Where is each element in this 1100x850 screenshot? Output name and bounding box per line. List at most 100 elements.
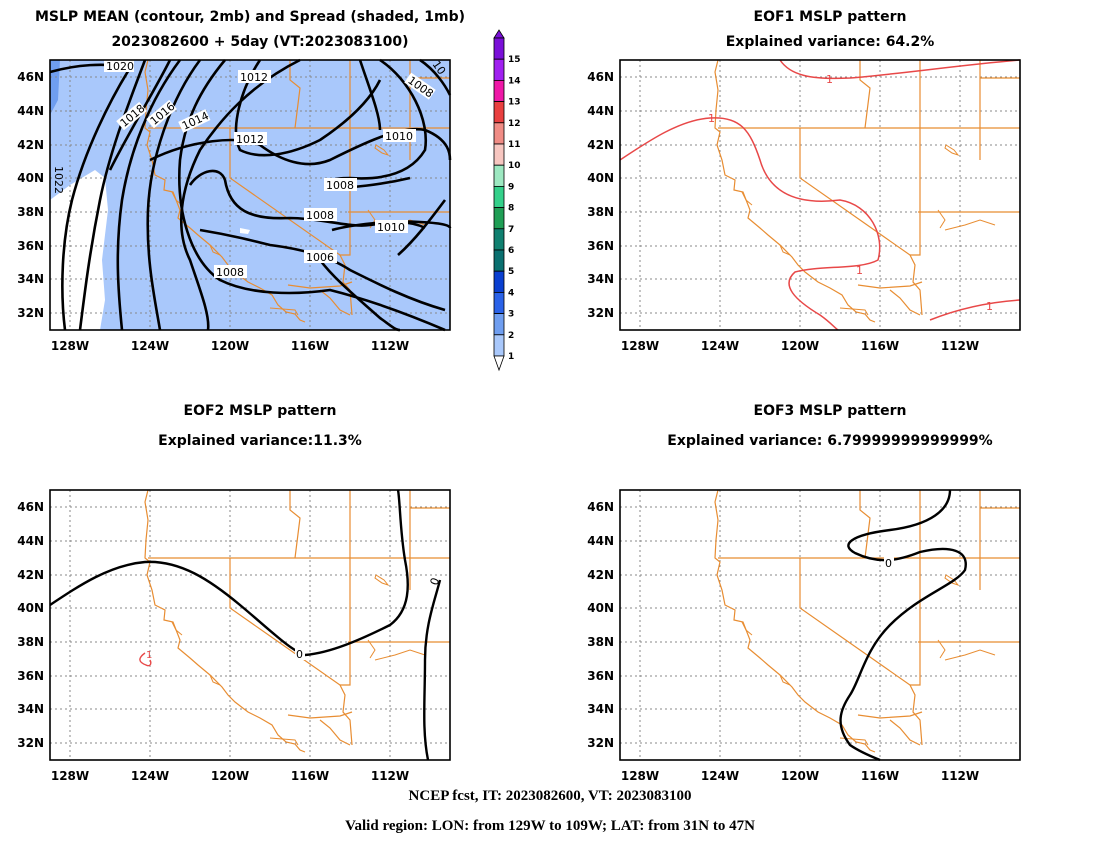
coastline-borders bbox=[144, 489, 451, 753]
colorbar-label: 6 bbox=[508, 246, 514, 256]
y-tick-label: 40N bbox=[587, 601, 614, 615]
y-tick-label: 38N bbox=[587, 635, 614, 649]
plot-frame bbox=[619, 59, 1021, 331]
svg-text:1: 1 bbox=[986, 300, 993, 313]
y-tick-label: 46N bbox=[587, 500, 614, 514]
y-tick-label: 36N bbox=[17, 669, 44, 683]
y-tick-label: 38N bbox=[587, 205, 614, 219]
colorbar-max-triangle bbox=[493, 29, 505, 39]
colorbar-segment bbox=[493, 37, 505, 60]
panel4-title-line1: EOF3 MSLP pattern bbox=[753, 403, 907, 419]
y-tick-label: 44N bbox=[17, 534, 44, 548]
grid bbox=[620, 60, 1020, 330]
x-tick-label: 120W bbox=[781, 769, 819, 783]
colorbar-label: 7 bbox=[508, 225, 514, 235]
x-tick-label: 112W bbox=[371, 339, 409, 353]
svg-text:1008: 1008 bbox=[306, 209, 334, 222]
colorbar-segment bbox=[493, 185, 505, 208]
x-tick-label: 116W bbox=[861, 339, 899, 353]
colorbar-label: 14 bbox=[508, 76, 521, 86]
grid bbox=[50, 490, 450, 760]
svg-text:1012: 1012 bbox=[240, 71, 268, 84]
colorbar-label: 1 bbox=[508, 352, 514, 362]
panel3-title-line2: Explained variance:11.3% bbox=[158, 433, 362, 449]
x-tick-label: 120W bbox=[211, 769, 249, 783]
plot-frame bbox=[619, 489, 1021, 761]
colorbar-segment bbox=[493, 207, 505, 230]
svg-text:1: 1 bbox=[826, 73, 833, 86]
x-tick-label: 128W bbox=[51, 769, 89, 783]
svg-text:1: 1 bbox=[856, 264, 863, 277]
colorbar-segment bbox=[493, 80, 505, 103]
svg-text:1008: 1008 bbox=[216, 266, 244, 279]
colorbar-label: 11 bbox=[508, 140, 521, 150]
y-tick-label: 34N bbox=[17, 702, 44, 716]
svg-text:0: 0 bbox=[296, 648, 303, 661]
svg-text:1: 1 bbox=[708, 112, 715, 125]
panel1-title-line1: MSLP MEAN (contour, 2mb) and Spread (sha… bbox=[35, 9, 465, 25]
eof3-contours bbox=[839, 489, 967, 762]
y-tick-label: 40N bbox=[17, 601, 44, 615]
coastline-borders bbox=[714, 489, 1021, 753]
svg-text:1012: 1012 bbox=[236, 133, 264, 146]
colorbar-segment bbox=[493, 122, 505, 145]
eof2-labels: 0 0 1 bbox=[146, 576, 442, 661]
colorbar-label: 15 bbox=[508, 55, 521, 65]
x-tick-label: 128W bbox=[51, 339, 89, 353]
colorbar-segment bbox=[493, 334, 505, 357]
panel1-mslp-mean: 1020 1018 1016 1014 1012 1012 1010 1010 … bbox=[49, 58, 452, 332]
colorbar-label: 12 bbox=[508, 119, 521, 129]
y-tick-label: 40N bbox=[587, 171, 614, 185]
spread-shading-darker bbox=[50, 60, 60, 115]
eof1-contours bbox=[619, 59, 1021, 331]
svg-text:1010: 1010 bbox=[377, 221, 405, 234]
panel4-eof3: 0 bbox=[619, 489, 1021, 762]
colorbar-label: 9 bbox=[508, 182, 514, 192]
y-tick-label: 32N bbox=[17, 736, 44, 750]
colorbar-min-triangle bbox=[493, 355, 505, 372]
y-tick-label: 32N bbox=[587, 306, 614, 320]
panel4-title-line2: Explained variance: 6.79999999999999% bbox=[667, 433, 993, 449]
y-tick-label: 40N bbox=[17, 171, 44, 185]
x-tick-label: 128W bbox=[621, 769, 659, 783]
y-tick-label: 46N bbox=[17, 500, 44, 514]
colorbar-label: 10 bbox=[508, 161, 521, 171]
y-tick-label: 36N bbox=[587, 239, 614, 253]
x-tick-label: 128W bbox=[621, 339, 659, 353]
colorbar-segment bbox=[493, 101, 505, 124]
x-tick-label: 120W bbox=[781, 339, 819, 353]
y-tick-label: 38N bbox=[17, 205, 44, 219]
y-tick-label: 44N bbox=[587, 104, 614, 118]
colorbar-segment bbox=[493, 270, 505, 293]
svg-text:1010: 1010 bbox=[385, 130, 413, 143]
spread-shading-white bbox=[50, 170, 108, 330]
x-tick-label: 112W bbox=[941, 769, 979, 783]
svg-text:1020: 1020 bbox=[106, 60, 134, 73]
panel3-eof2: 0 0 1 bbox=[49, 489, 451, 761]
x-tick-label: 112W bbox=[941, 339, 979, 353]
plot-frame bbox=[49, 59, 451, 331]
colorbar-segment bbox=[493, 143, 505, 166]
svg-text:0: 0 bbox=[428, 576, 443, 587]
colorbar-segment bbox=[493, 291, 505, 314]
y-tick-label: 44N bbox=[587, 534, 614, 548]
x-tick-label: 116W bbox=[291, 339, 329, 353]
colorbar-segment bbox=[493, 313, 505, 336]
panel3-title-line1: EOF2 MSLP pattern bbox=[183, 403, 337, 419]
svg-text:1006: 1006 bbox=[306, 251, 334, 264]
x-tick-label: 124W bbox=[131, 769, 169, 783]
svg-text:1: 1 bbox=[146, 650, 152, 661]
x-tick-label: 120W bbox=[211, 339, 249, 353]
eof2-red-contour bbox=[139, 652, 152, 667]
y-tick-label: 46N bbox=[17, 70, 44, 84]
y-tick-label: 42N bbox=[17, 568, 44, 582]
colorbar-segment bbox=[493, 164, 505, 187]
y-tick-label: 46N bbox=[587, 70, 614, 84]
panel2-title-line1: EOF1 MSLP pattern bbox=[753, 9, 907, 25]
panel1-title-line2: 2023082600 + 5day (VT:2023083100) bbox=[111, 34, 409, 50]
colorbar-segment bbox=[493, 228, 505, 251]
coastline-borders bbox=[714, 59, 1021, 323]
y-tick-label: 42N bbox=[587, 568, 614, 582]
